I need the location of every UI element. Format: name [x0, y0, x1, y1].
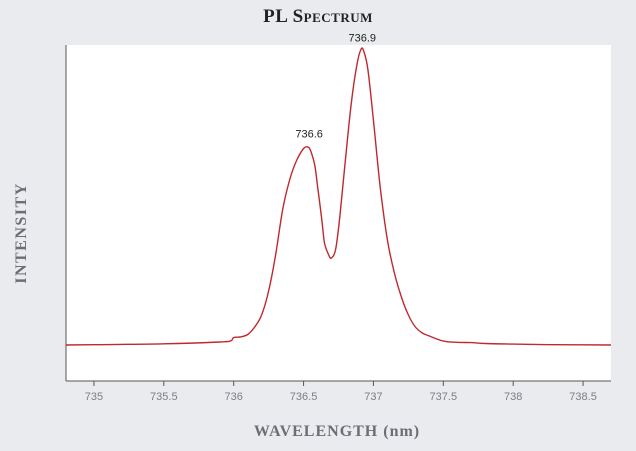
peak-annotations: 736.6 736.9: [295, 33, 376, 141]
series-group: [65, 47, 612, 346]
x-tick-label: 736: [225, 391, 243, 403]
x-tick-label: 737: [364, 391, 382, 403]
x-axis-label: WAVELENGTH (nm): [253, 423, 421, 440]
x-tick-label: 737.5: [430, 391, 458, 403]
plot-area: [66, 45, 611, 381]
chart-title: PL Spectrum: [263, 6, 373, 27]
peak-label: 736.6: [295, 129, 323, 141]
x-tick-label: 738.5: [569, 391, 597, 403]
x-tick-label: 738: [504, 391, 522, 403]
peak-label: 736.9: [348, 33, 376, 45]
x-ticks: 735 735.5 736 736.5 737 737.5 738 738.5: [85, 381, 597, 403]
x-tick-label: 735.5: [150, 391, 178, 403]
spectrum-line: [65, 47, 612, 346]
x-tick-label: 735: [85, 391, 103, 403]
x-tick-label: 736.5: [290, 391, 318, 403]
